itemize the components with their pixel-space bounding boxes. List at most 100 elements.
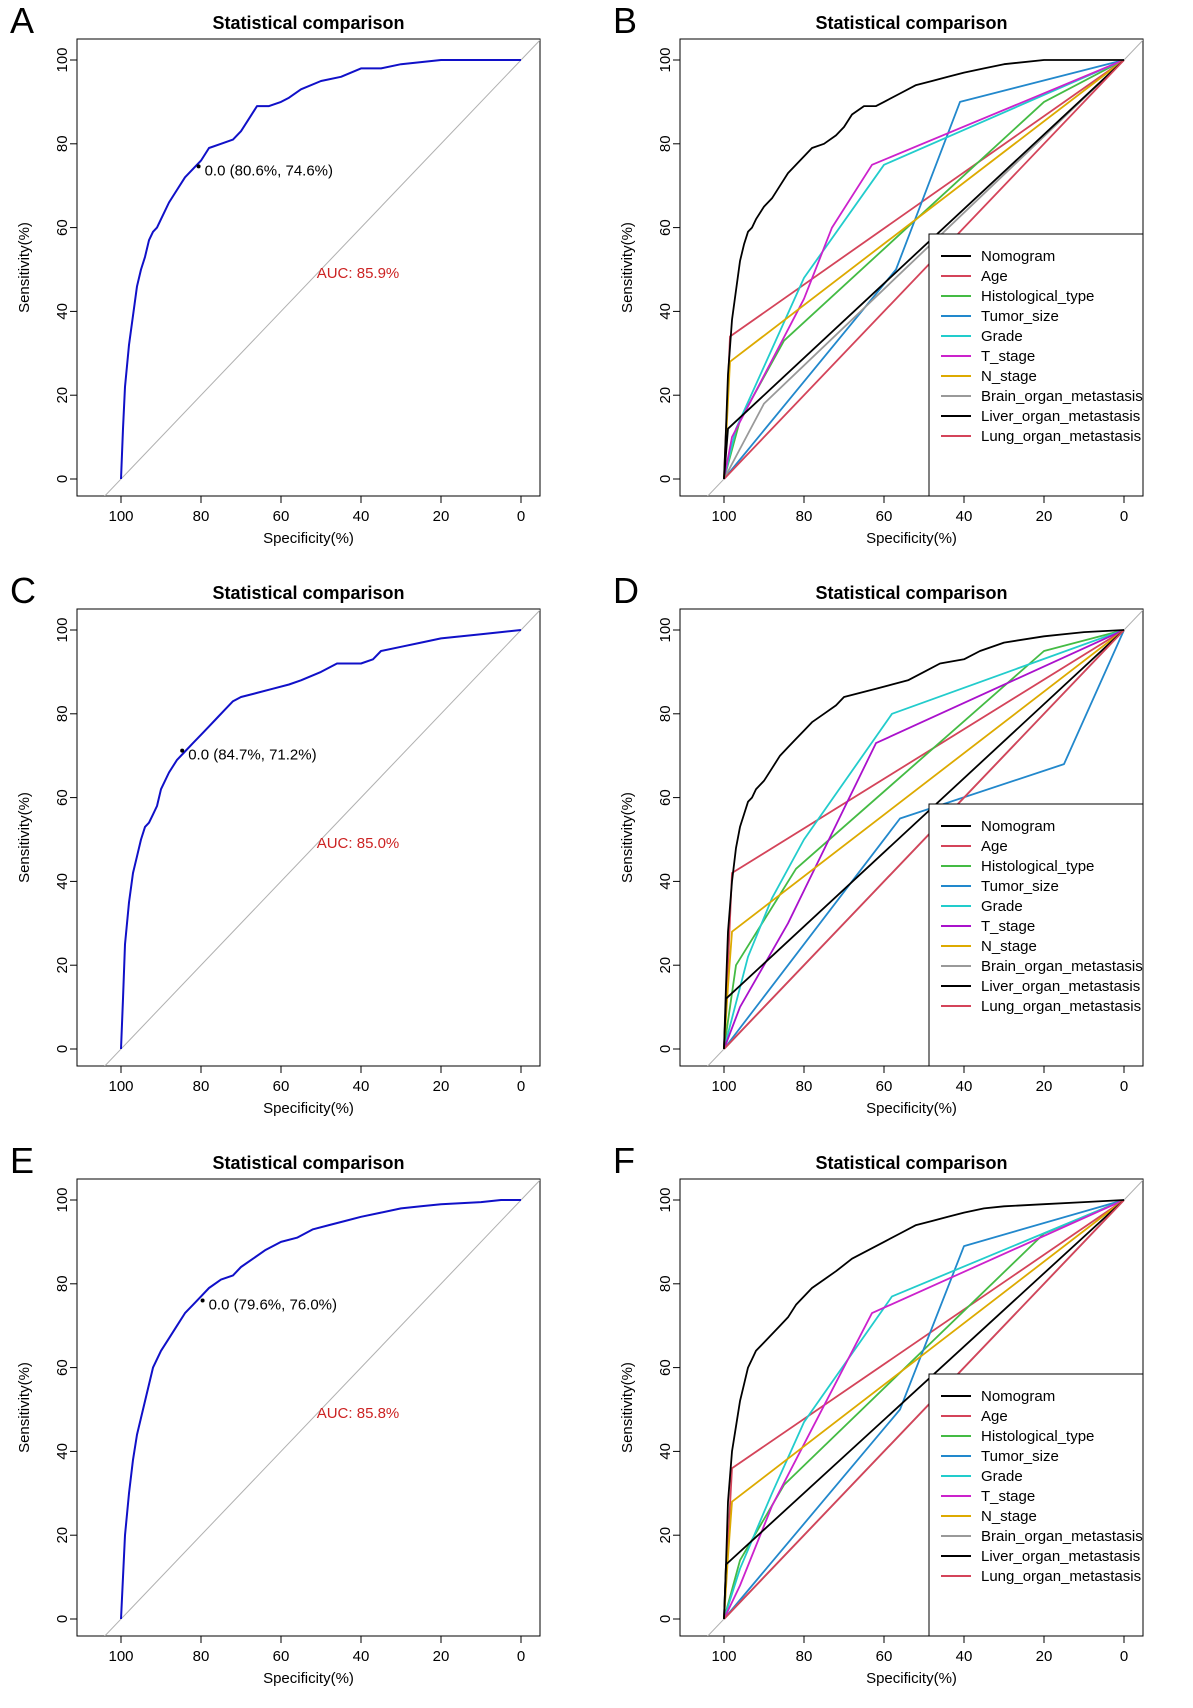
- legend-label: Tumor_size: [981, 878, 1059, 895]
- roc-curve-brain-organ-metastasis: [723, 59, 1125, 480]
- roc-curve-tumor-size: [723, 59, 1125, 480]
- y-axis-label: Sensitivity(%): [16, 792, 33, 883]
- roc-curve-tumor-size: [723, 1199, 1125, 1620]
- x-tick-label: 60: [876, 1078, 893, 1095]
- y-tick-label: 40: [657, 873, 674, 890]
- legend-box: [928, 1373, 1144, 1637]
- roc-curve-t-stage: [723, 629, 1125, 1050]
- x-tick-label: 80: [193, 508, 210, 525]
- legend-label: N_stage: [981, 368, 1037, 385]
- roc-curve-nomogram: [120, 629, 522, 1050]
- x-tick-label: 60: [876, 1648, 893, 1665]
- threshold-point: [180, 748, 185, 753]
- legend-label: Nomogram: [981, 248, 1055, 265]
- y-tick-label: 60: [657, 789, 674, 806]
- roc-curve-lung-organ-metastasis: [723, 59, 1125, 480]
- x-tick-label: 40: [956, 1648, 973, 1665]
- y-tick-label: 20: [54, 1527, 71, 1544]
- y-tick-label: 80: [54, 135, 71, 152]
- roc-curve-nomogram: [723, 1199, 1125, 1620]
- legend-label: N_stage: [981, 1508, 1037, 1525]
- panel-d: D Statistical comparison 100 80 60 40 20 0 0 20 40…: [613, 570, 1144, 1117]
- x-tick-label: 100: [108, 508, 133, 525]
- panel-c: C Statistical comparison 100 80 60 40 20 0 0 20 40…: [10, 570, 541, 1117]
- plot-frame: [76, 608, 541, 1067]
- panel-f: F Statistical comparison 100 80 60 40 20 0 0 20 40…: [613, 1140, 1144, 1687]
- threshold-annotation: 0.0 (80.6%, 74.6%): [205, 162, 333, 179]
- y-tick-label: 40: [54, 1443, 71, 1460]
- x-tick-label: 0: [517, 1648, 525, 1665]
- plot-frame: [76, 38, 541, 497]
- reference-diagonal: [104, 39, 540, 496]
- x-tick-label: 20: [1036, 1078, 1053, 1095]
- x-tick-label: 40: [956, 508, 973, 525]
- y-tick-label: 20: [657, 1527, 674, 1544]
- legend-label: Brain_organ_metastasis: [981, 1528, 1143, 1545]
- x-axis-label: Specificity(%): [866, 1100, 957, 1117]
- legend-label: Liver_organ_metastasis: [981, 408, 1140, 425]
- y-tick-label: 0: [657, 1615, 674, 1623]
- legend-label: Histological_type: [981, 1428, 1094, 1445]
- y-tick-label: 20: [54, 387, 71, 404]
- x-tick-label: 0: [1120, 508, 1128, 525]
- y-tick-label: 0: [54, 1615, 71, 1623]
- legend: Nomogram Age Histological_type Tumor_size Gr…: [928, 803, 1144, 1067]
- reference-diagonal: [104, 609, 540, 1066]
- x-tick-label: 80: [796, 1078, 813, 1095]
- y-tick-label: 20: [54, 957, 71, 974]
- y-tick-label: 100: [657, 617, 674, 642]
- y-tick-label: 80: [54, 705, 71, 722]
- chart-title: Statistical comparison: [212, 13, 404, 33]
- y-tick-label: 20: [657, 957, 674, 974]
- threshold-annotation: 0.0 (79.6%, 76.0%): [209, 1297, 337, 1314]
- x-tick-label: 80: [193, 1078, 210, 1095]
- x-tick-label: 40: [956, 1078, 973, 1095]
- threshold-point: [196, 164, 201, 169]
- panel-b: B Statistical comparison 100 80 60 40 20 0 0 20 40…: [613, 0, 1144, 547]
- x-tick-label: 20: [433, 508, 450, 525]
- x-tick-label: 0: [517, 508, 525, 525]
- legend-label: Histological_type: [981, 858, 1094, 875]
- chart-title: Statistical comparison: [815, 1153, 1007, 1173]
- roc-curve-t-stage: [723, 59, 1125, 480]
- x-tick-label: 80: [796, 508, 813, 525]
- y-tick-label: 0: [657, 1045, 674, 1053]
- y-tick-label: 100: [54, 1187, 71, 1212]
- legend-label: Age: [981, 1408, 1008, 1425]
- auc-label: AUC: 85.9%: [317, 265, 400, 282]
- x-axis-label: Specificity(%): [263, 1670, 354, 1687]
- y-tick-label: 20: [657, 387, 674, 404]
- roc-curve-t-stage: [723, 1199, 1125, 1620]
- threshold-annotation: 0.0 (84.7%, 71.2%): [188, 747, 316, 764]
- y-tick-label: 0: [54, 1045, 71, 1053]
- x-axis-label: Specificity(%): [263, 530, 354, 547]
- y-tick-label: 80: [657, 705, 674, 722]
- x-axis-label: Specificity(%): [263, 1100, 354, 1117]
- legend-label: Lung_organ_metastasis: [981, 1568, 1141, 1585]
- y-axis-label: Sensitivity(%): [619, 1362, 636, 1453]
- legend-box: [928, 803, 1144, 1067]
- x-tick-label: 100: [108, 1648, 133, 1665]
- legend-label: Lung_organ_metastasis: [981, 428, 1141, 445]
- y-tick-label: 40: [54, 873, 71, 890]
- x-tick-label: 60: [273, 1078, 290, 1095]
- legend-label: N_stage: [981, 938, 1037, 955]
- x-tick-label: 60: [273, 1648, 290, 1665]
- y-tick-label: 100: [54, 617, 71, 642]
- roc-curve-lung-organ-metastasis: [723, 629, 1125, 1050]
- x-tick-label: 40: [353, 1078, 370, 1095]
- legend-label: Grade: [981, 328, 1023, 345]
- x-tick-label: 100: [711, 508, 736, 525]
- legend-label: Tumor_size: [981, 1448, 1059, 1465]
- roc-curve-nomogram: [723, 59, 1124, 480]
- legend-label: T_stage: [981, 348, 1035, 365]
- y-tick-label: 100: [657, 1187, 674, 1212]
- panel-letter: B: [613, 0, 637, 41]
- legend-box: [928, 233, 1144, 497]
- x-tick-label: 20: [1036, 508, 1053, 525]
- y-tick-label: 60: [54, 1359, 71, 1376]
- auc-label: AUC: 85.8%: [317, 1405, 400, 1422]
- x-tick-label: 60: [876, 508, 893, 525]
- y-tick-label: 80: [657, 135, 674, 152]
- y-tick-label: 100: [54, 47, 71, 72]
